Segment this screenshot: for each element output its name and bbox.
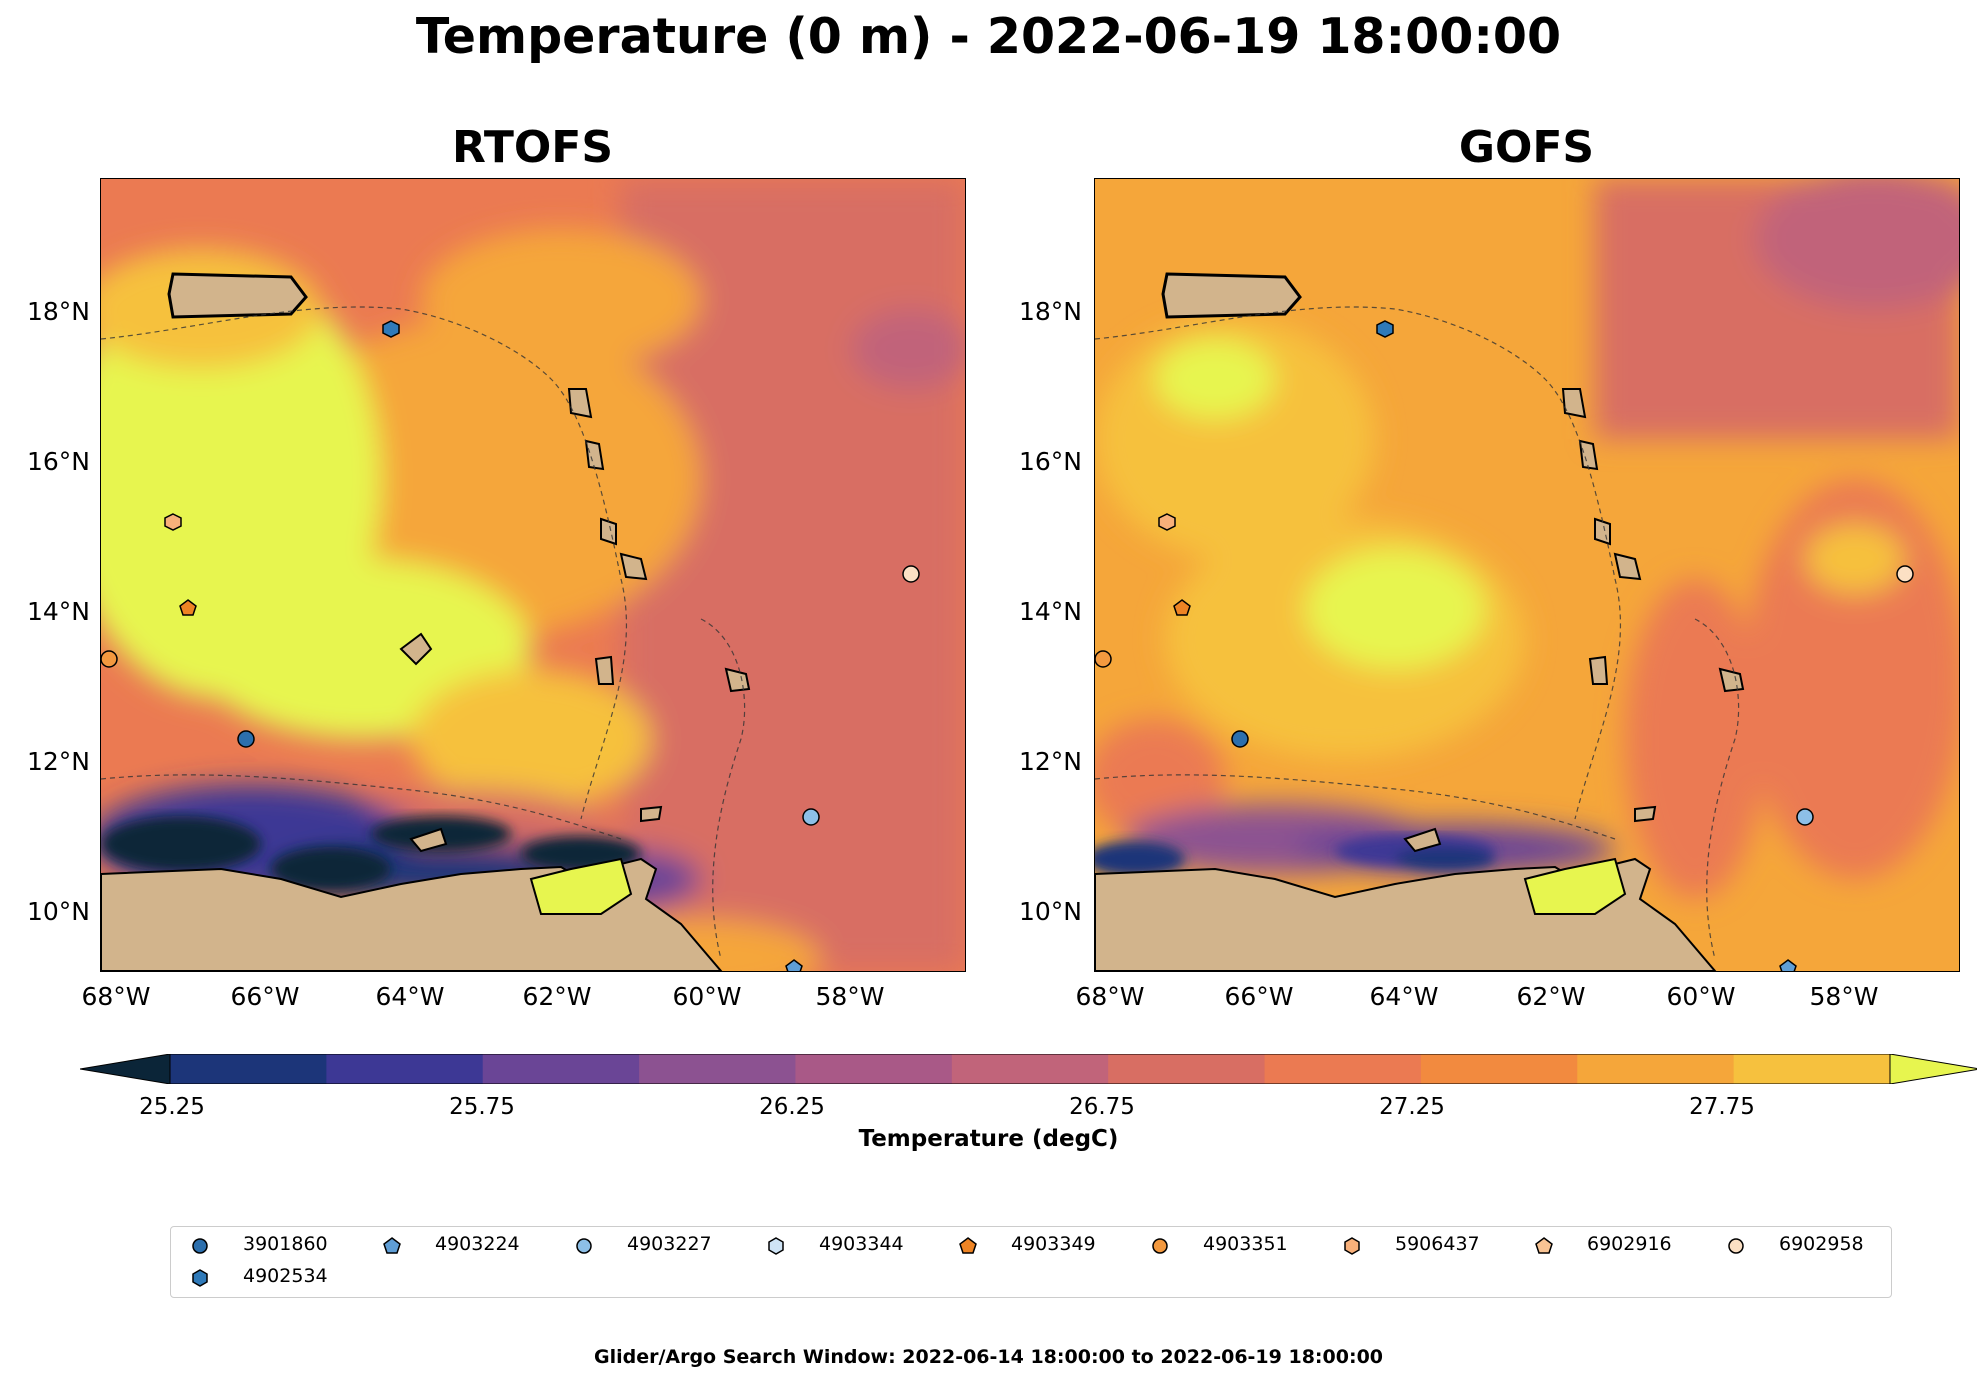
- rtofs-lat-label-12n: 12°N: [26, 747, 90, 776]
- legend-label: 4903349: [1011, 1233, 1096, 1255]
- panel-title-rtofs: RTOFS: [451, 122, 614, 173]
- pentagon-marker-icon: [383, 1237, 401, 1254]
- hexagon-marker-icon: [1344, 1237, 1360, 1255]
- gofs-lat-label-16n: 16°N: [1018, 447, 1082, 476]
- gofs-land: [1095, 272, 1745, 971]
- legend-label: 3901860: [243, 1233, 328, 1255]
- gofs-floats: [1095, 320, 1914, 971]
- circle-marker-icon: [1728, 1238, 1744, 1254]
- colorbar-segment: [1108, 1054, 1266, 1084]
- colorbar-tick-25-25: 25.25: [139, 1094, 205, 1120]
- rtofs-lon-label-58w: 58°W: [815, 982, 885, 1011]
- gofs-bathymetry-contours: [1095, 306, 1740, 960]
- panel-title-gofs: GOFS: [1458, 122, 1595, 173]
- colorbar-segments: [170, 1054, 1891, 1084]
- gofs-lon-label-60w: 60°W: [1666, 982, 1736, 1011]
- colorbar: [79, 1053, 1977, 1144]
- gofs-lat-label-14n: 14°N: [1018, 597, 1082, 626]
- legend-label: 4903224: [435, 1233, 520, 1255]
- colorbar-max-extend: [1889, 1053, 1977, 1085]
- colorbar-tick-26-25: 26.25: [759, 1094, 825, 1120]
- colorbar-segment: [170, 1054, 327, 1084]
- rtofs-lat-label-10n: 10°N: [26, 897, 90, 926]
- gofs-map: [1094, 178, 1960, 972]
- gofs-lat-label-10n: 10°N: [1018, 897, 1082, 926]
- float-legend: 3901860 4903224 4903227 4903344 4903349 …: [170, 1226, 1892, 1298]
- circle-marker-icon: [1152, 1238, 1168, 1254]
- rtofs-lon-label-64w: 64°W: [375, 982, 445, 1011]
- legend-label: 4902534: [243, 1265, 328, 1287]
- colorbar-label: Temperature (degC): [858, 1126, 1119, 1152]
- legend-label: 5906437: [1395, 1233, 1480, 1255]
- rtofs-lon-label-62w: 62°W: [522, 982, 592, 1011]
- colorbar-segment: [1577, 1054, 1735, 1084]
- colorbar-tick-26-75: 26.75: [1069, 1094, 1135, 1120]
- legend-label: 6902958: [1779, 1233, 1864, 1255]
- rtofs-bathymetry-contours: [101, 306, 746, 960]
- legend-label: 4903351: [1203, 1233, 1288, 1255]
- colorbar-segment: [951, 1054, 1109, 1084]
- legend-label: 4903227: [627, 1233, 712, 1255]
- rtofs-lat-label-14n: 14°N: [26, 597, 90, 626]
- rtofs-lon-label-66w: 66°W: [230, 982, 300, 1011]
- colorbar-segment: [795, 1054, 953, 1084]
- rtofs-cold-upwelling: [101, 816, 641, 891]
- colorbar-segment: [482, 1054, 640, 1084]
- rtofs-lat-label-16n: 16°N: [26, 447, 90, 476]
- rtofs-lon-label-60w: 60°W: [672, 982, 742, 1011]
- circle-marker-icon: [576, 1238, 592, 1254]
- colorbar-tick-27-75: 27.75: [1689, 1094, 1755, 1120]
- legend-label: 4903344: [819, 1233, 904, 1255]
- gofs-lon-label-66w: 66°W: [1224, 982, 1294, 1011]
- rtofs-floats: [101, 320, 920, 971]
- colorbar-segment: [1733, 1054, 1891, 1084]
- rtofs-lat-label-18n: 18°N: [26, 297, 90, 326]
- rtofs-lon-label-68w: 68°W: [81, 982, 151, 1011]
- figure-title: Temperature (0 m) - 2022-06-19 18:00:00: [415, 8, 1562, 65]
- gofs-lon-label-64w: 64°W: [1369, 982, 1439, 1011]
- rtofs-map: [100, 178, 966, 972]
- gofs-lon-label-58w: 58°W: [1809, 982, 1879, 1011]
- pentagon-marker-icon: [1535, 1237, 1553, 1254]
- colorbar-segment: [1420, 1054, 1578, 1084]
- colorbar-tick-25-75: 25.75: [449, 1094, 515, 1120]
- gofs-lat-label-18n: 18°N: [1018, 297, 1082, 326]
- gofs-lon-label-62w: 62°W: [1516, 982, 1586, 1011]
- colorbar-segment: [1264, 1054, 1422, 1084]
- gofs-lat-label-12n: 12°N: [1018, 747, 1082, 776]
- legend-label: 6902916: [1587, 1233, 1672, 1255]
- hexagon-marker-icon: [768, 1237, 784, 1255]
- pentagon-marker-icon: [959, 1237, 977, 1254]
- search-window-note: Glider/Argo Search Window: 2022-06-14 18…: [593, 1346, 1384, 1368]
- colorbar-segment: [639, 1054, 796, 1084]
- gofs-lon-label-68w: 68°W: [1075, 982, 1145, 1011]
- colorbar-segment: [326, 1054, 484, 1084]
- colorbar-min-extend: [79, 1053, 171, 1085]
- rtofs-land: [101, 272, 751, 971]
- colorbar-tick-27-25: 27.25: [1379, 1094, 1445, 1120]
- hexagon-marker-icon: [192, 1269, 208, 1287]
- circle-marker-icon: [192, 1238, 208, 1254]
